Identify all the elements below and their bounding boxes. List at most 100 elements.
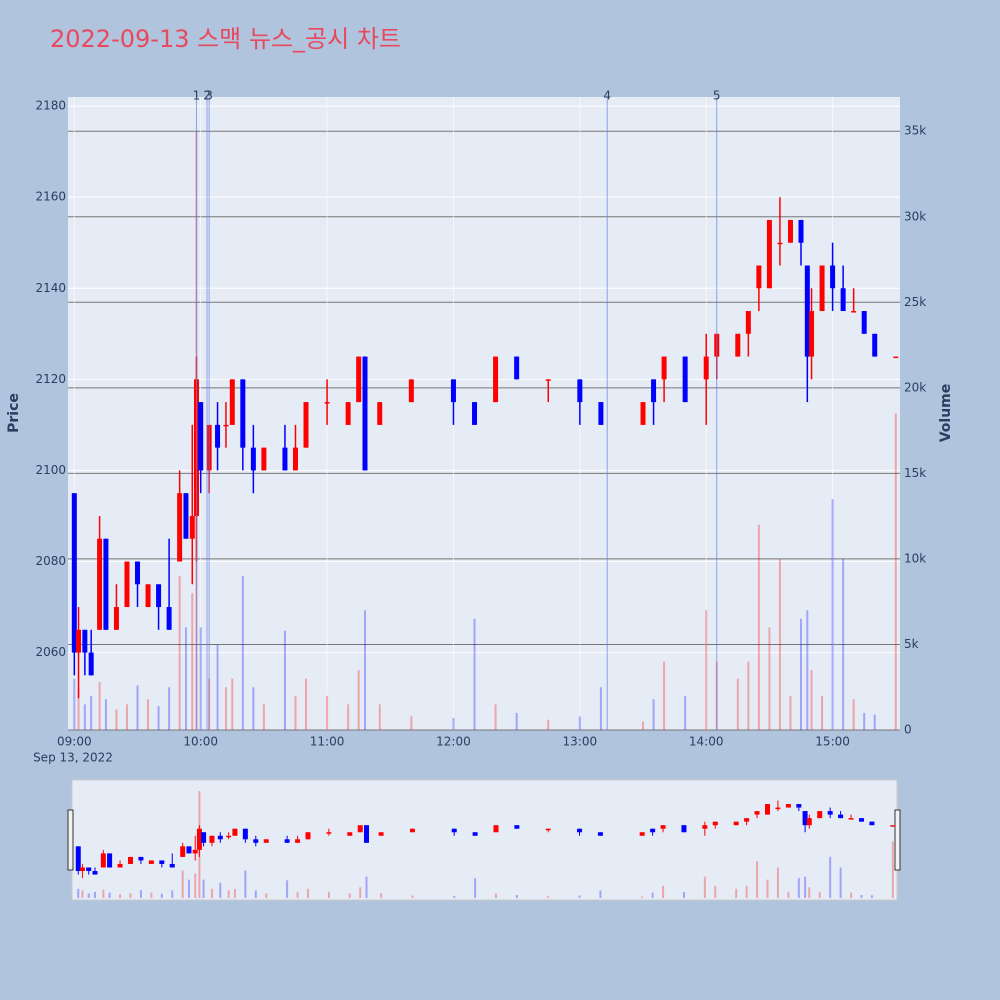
mini-volume-bar [102, 889, 105, 898]
mini-volume-bar [265, 893, 268, 898]
mini-candle-body [217, 835, 223, 840]
candle-body [124, 561, 130, 608]
volume-bar [199, 627, 202, 730]
mini-candle-body [858, 818, 864, 822]
mini-volume-bar [77, 888, 80, 898]
mini-volume-bar [108, 892, 111, 898]
volume-bar [821, 695, 824, 730]
volume-bar [115, 709, 118, 730]
y2-tick-label: 35k [904, 124, 926, 138]
mini-candle-body [890, 825, 896, 827]
news-label: 4 [603, 89, 611, 103]
mini-volume-bar [453, 895, 456, 898]
candle-body [514, 356, 520, 380]
candle-body [377, 402, 383, 425]
candle-body [640, 402, 646, 425]
mini-candle-body [493, 825, 499, 833]
mini-candle-body [765, 804, 771, 815]
mini-candle-body [305, 832, 311, 840]
volume-bar [90, 695, 93, 730]
mini-candle-body [295, 839, 301, 843]
volume-bar [83, 704, 86, 730]
candle-body [356, 356, 362, 403]
candle-body [362, 356, 368, 471]
mini-candle-body [650, 828, 656, 833]
volume-bar [136, 685, 139, 730]
mini-volume-bar [227, 890, 230, 898]
candle-body [682, 356, 688, 403]
candle-body [215, 424, 221, 448]
mini-volume-bar [119, 894, 122, 898]
candle-body [450, 379, 456, 403]
mini-candle-body [472, 832, 478, 836]
mini-volume-bar [808, 887, 811, 898]
mini-volume-bar [494, 893, 497, 898]
mini-volume-bar [219, 882, 222, 898]
x-tick-label: 11:00 [310, 735, 345, 749]
news-label: 3 [205, 89, 213, 103]
mini-candle-body [451, 828, 457, 833]
mini-candle-body [186, 846, 192, 854]
y2-tick-label: 25k [904, 295, 926, 309]
mini-volume-bar [787, 891, 790, 898]
candle-body [261, 447, 267, 471]
candle-body [777, 242, 783, 245]
volume-bar [410, 716, 413, 730]
mini-candle-body [702, 825, 708, 829]
y2-tick-label: 0 [904, 723, 912, 737]
volume-bar [842, 558, 845, 730]
mini-volume-bar [745, 885, 748, 898]
volume-bar [736, 678, 739, 730]
news-label: 2 [203, 89, 211, 103]
mini-volume-bar [735, 888, 738, 898]
mini-volume-bar [714, 885, 717, 898]
mini-volume-bar [93, 891, 96, 898]
candle-body [735, 333, 741, 357]
x-tick-label: 14:00 [689, 735, 724, 749]
candle-body [183, 493, 189, 539]
mini-candle-body [192, 849, 198, 854]
mini-candle-body [226, 835, 232, 838]
mini-volume-bar [244, 870, 247, 898]
candle-body [145, 584, 151, 608]
mini-candle-body [263, 839, 269, 843]
candle-body [198, 402, 204, 471]
mini-volume-bar [365, 876, 368, 898]
volume-bar [125, 704, 128, 730]
y-axis-title: Price [6, 393, 22, 433]
mini-candle-body [409, 828, 415, 833]
volume-bar [147, 699, 150, 730]
y-tick-label: 2180 [35, 99, 66, 113]
volume-bar [252, 687, 255, 730]
mini-volume-bar [327, 891, 330, 898]
candle-body [861, 311, 867, 334]
mini-candle-body [363, 825, 369, 843]
candle-body [651, 379, 657, 403]
mini-volume-bar [296, 891, 299, 898]
range-handle[interactable] [894, 809, 901, 871]
y-tick-label: 2120 [35, 372, 66, 386]
candle-body [345, 402, 351, 425]
range-handle[interactable] [67, 809, 74, 871]
volume-bar [473, 618, 476, 730]
candle-body [240, 379, 246, 448]
mini-candle-body [284, 839, 290, 843]
mini-volume-bar [599, 890, 602, 898]
candle-body [229, 379, 235, 425]
candle-body [787, 219, 793, 243]
mini-candle-body [196, 828, 202, 850]
mini-volume-bar [181, 870, 184, 898]
candle-body [830, 265, 836, 289]
mini-volume-bar [411, 895, 414, 898]
candle-body [324, 402, 330, 404]
candle-body [113, 607, 119, 630]
volume-bar [98, 682, 101, 730]
mini-volume-bar [348, 893, 351, 898]
mini-volume-bar [171, 890, 174, 898]
volume-bar [747, 661, 750, 730]
mini-volume-bar [547, 896, 550, 898]
mini-volume-bar [829, 856, 832, 898]
candle-body [819, 265, 825, 312]
y2-tick-label: 15k [904, 466, 926, 480]
